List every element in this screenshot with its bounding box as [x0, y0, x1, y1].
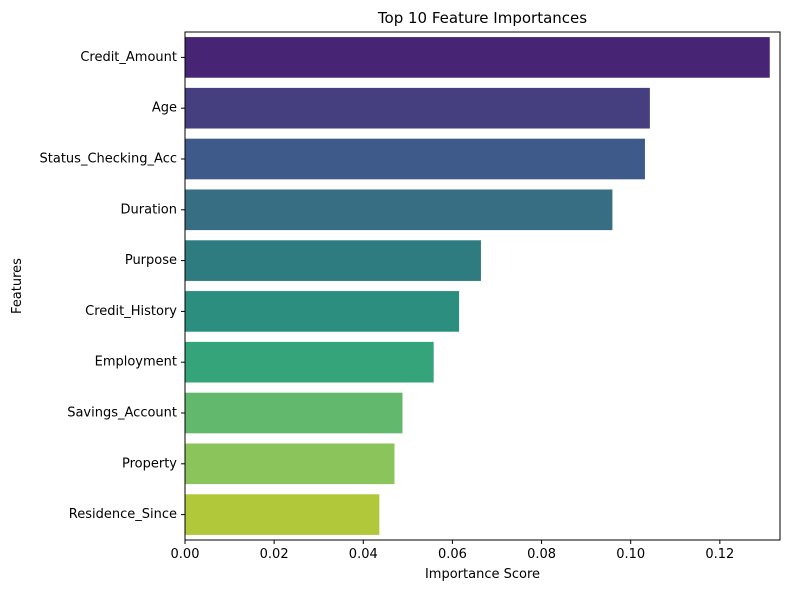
chart-title: Top 10 Feature Importances [377, 9, 587, 27]
y-tick-label: Age [152, 101, 177, 116]
x-tick-label: 0.02 [260, 547, 289, 562]
bar-status-checking-acc [185, 138, 645, 180]
y-axis-label: Features [10, 258, 25, 314]
bar-property [185, 443, 395, 485]
bars-group [185, 37, 770, 535]
y-tick-label: Duration [121, 202, 177, 217]
bar-credit-amount [185, 37, 770, 78]
bar-savings-account [185, 392, 403, 434]
bar-credit-history [185, 291, 460, 332]
y-tick-label: Residence_Since [69, 507, 177, 522]
bar-age [185, 87, 650, 129]
y-tick-label: Savings_Account [67, 406, 177, 421]
bar-residence-since [185, 494, 380, 535]
x-axis-label: Importance Score [425, 567, 540, 582]
x-tick-label: 0.00 [171, 547, 200, 562]
y-axis-ticks: Credit_Amount Age Status_Checking_Acc Durat… [40, 50, 185, 522]
y-tick-label: Property [122, 456, 177, 471]
y-tick-label: Employment [95, 355, 177, 370]
x-axis-ticks: 0.00 0.02 0.04 0.06 0.08 0.10 0.12 [171, 540, 734, 562]
y-tick-label: Purpose [125, 253, 177, 268]
x-tick-label: 0.12 [705, 547, 734, 562]
x-tick-label: 0.04 [349, 547, 378, 562]
bar-duration [185, 189, 613, 231]
x-tick-label: 0.06 [438, 547, 467, 562]
x-tick-label: 0.08 [527, 547, 556, 562]
x-tick-label: 0.10 [616, 547, 645, 562]
bar-purpose [185, 240, 481, 281]
plot-frame [184, 31, 781, 541]
bar-employment [185, 341, 434, 383]
y-tick-label: Credit_Amount [80, 50, 177, 65]
y-tick-label: Credit_History [85, 304, 177, 319]
y-tick-label: Status_Checking_Acc [40, 152, 177, 167]
